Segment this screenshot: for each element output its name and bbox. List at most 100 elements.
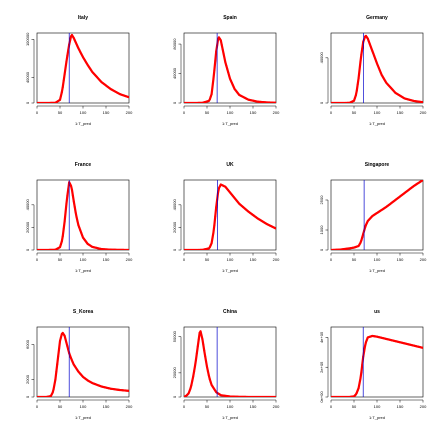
data-point	[66, 345, 69, 348]
data-point	[58, 347, 61, 350]
data-point	[187, 392, 190, 395]
x-tick-label: 50	[205, 257, 210, 262]
data-point	[210, 93, 213, 96]
chart-panel-spain: Spain 0 50 100 150 200 0 40000 80000 1:T_pred	[172, 15, 280, 126]
series-group	[331, 334, 423, 397]
data-point	[209, 381, 212, 384]
x-tick-label: 50	[58, 257, 63, 262]
x-tick-label: 50	[352, 110, 357, 115]
x-tick-label: 0	[183, 110, 186, 115]
series-group	[37, 331, 129, 397]
data-point	[49, 395, 52, 397]
data-point	[209, 244, 212, 247]
data-point	[211, 236, 214, 239]
data-point	[370, 47, 373, 50]
y-tick-label: 100000	[25, 32, 30, 46]
data-point	[275, 395, 276, 397]
x-tick-label: 50	[352, 257, 357, 262]
data-point	[65, 60, 68, 63]
data-point	[229, 77, 231, 80]
plot-frame	[36, 326, 130, 398]
data-point	[83, 59, 86, 62]
data-point	[128, 389, 129, 392]
x-tick-label: 100	[374, 110, 381, 115]
x-tick-label: 200	[420, 110, 427, 115]
data-point	[189, 387, 192, 390]
data-point	[55, 370, 58, 373]
data-point	[200, 334, 203, 337]
plot-frame	[330, 326, 424, 398]
x-axis-label: 1:T_pred	[75, 268, 91, 273]
data-point	[70, 34, 73, 37]
x-tick-label: 150	[103, 404, 110, 409]
x-tick-label: 100	[227, 404, 234, 409]
x-tick-label: 50	[205, 110, 210, 115]
data-point	[375, 60, 378, 62]
data-point	[80, 231, 83, 234]
data-point	[204, 355, 207, 358]
data-point	[197, 338, 200, 341]
data-point	[377, 67, 380, 69]
data-point	[363, 350, 366, 353]
y-tick-label: 40000	[172, 67, 177, 79]
plot-frame	[36, 32, 130, 104]
data-point	[219, 39, 222, 42]
data-point	[62, 228, 65, 230]
data-point	[71, 194, 74, 197]
data-point	[212, 386, 215, 389]
y-tick-label: 2e+05	[319, 361, 324, 373]
data-point	[354, 94, 357, 97]
data-point	[77, 47, 80, 50]
chart-title: China	[223, 309, 237, 315]
data-point	[215, 50, 218, 53]
data-point	[79, 229, 82, 232]
data-point	[62, 79, 65, 82]
data-point	[207, 374, 210, 377]
plot-frame	[183, 179, 277, 251]
data-point	[202, 343, 205, 346]
chart-panel-china: China 0 50 100 150 200 0 20000 50000 1:T_pred	[172, 309, 280, 420]
data-point	[373, 55, 376, 58]
data-point	[50, 393, 53, 396]
series-line	[184, 330, 276, 397]
data-point	[199, 330, 202, 333]
x-tick-label: 200	[273, 257, 280, 262]
x-tick-label: 50	[205, 404, 210, 409]
plot-frame	[330, 32, 424, 104]
data-point	[356, 83, 359, 86]
data-point	[360, 239, 363, 242]
data-point	[66, 54, 69, 57]
series-group	[331, 180, 423, 250]
data-point	[212, 231, 215, 234]
data-point	[206, 370, 209, 373]
series-line	[37, 181, 129, 250]
chart-title: us	[374, 309, 380, 315]
data-point	[53, 383, 56, 386]
data-point	[78, 226, 81, 229]
data-point	[213, 388, 216, 391]
data-point	[192, 375, 195, 378]
data-point	[70, 357, 73, 360]
data-point	[60, 91, 63, 94]
x-tick-label: 150	[103, 257, 110, 262]
data-point	[365, 338, 368, 341]
data-point	[82, 56, 84, 59]
y-tick-label: 20000	[172, 221, 177, 233]
series-group	[37, 181, 129, 250]
data-point	[82, 57, 85, 60]
x-tick-label: 200	[126, 404, 133, 409]
data-point	[217, 187, 220, 190]
x-tick-label: 150	[250, 404, 257, 409]
x-tick-label: 200	[126, 110, 133, 115]
data-point	[215, 206, 218, 209]
data-point	[222, 52, 225, 55]
data-point	[61, 235, 64, 238]
chart-panel-germany: Germany 0 50 100 150 200 0 40000 1:T_pred	[319, 15, 427, 126]
data-point	[73, 39, 76, 42]
chart-title: S_Korea	[73, 309, 94, 315]
data-point	[364, 345, 367, 348]
y-tick-label: 0	[319, 101, 324, 104]
data-point	[217, 38, 220, 41]
x-tick-label: 0	[36, 110, 39, 115]
